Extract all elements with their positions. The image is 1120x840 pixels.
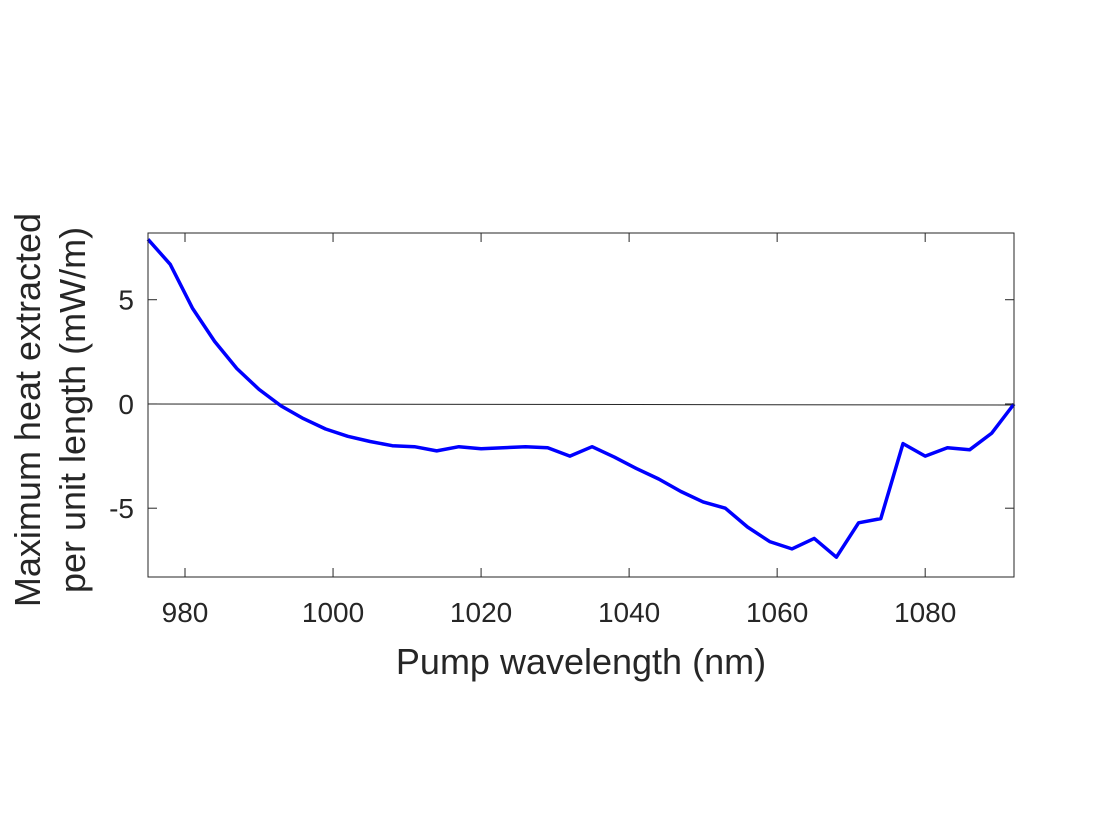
x-tick-label: 980 <box>162 597 209 628</box>
x-tick-label: 1060 <box>746 597 808 628</box>
plot-frame <box>147 232 1015 578</box>
series-line-0 <box>146 238 1016 559</box>
x-tick-label: 1020 <box>450 597 512 628</box>
y-tick-label: 0 <box>118 389 134 420</box>
y-axis-label: Maximum heat extracted per unit length (… <box>7 213 93 607</box>
y-axis-label-line-2: per unit length (mW/m) <box>52 227 93 593</box>
series-layer <box>146 238 1016 559</box>
zero-reference-line <box>147 403 1015 406</box>
y-axis-ticks: 5 0 -5 <box>109 285 1014 524</box>
x-axis-ticks: 980 1000 1020 1040 1060 1080 <box>162 233 956 628</box>
x-tick-label: 1080 <box>894 597 956 628</box>
zero-reference-line-layer <box>147 403 1015 406</box>
x-tick-label: 1040 <box>598 597 660 628</box>
x-tick-label: 1000 <box>302 597 364 628</box>
y-tick-label: 5 <box>118 285 134 316</box>
y-axis-label-line-1: Maximum heat extracted <box>7 213 48 607</box>
x-axis-label: Pump wavelength (nm) <box>396 641 766 682</box>
y-tick-label: -5 <box>109 493 134 524</box>
